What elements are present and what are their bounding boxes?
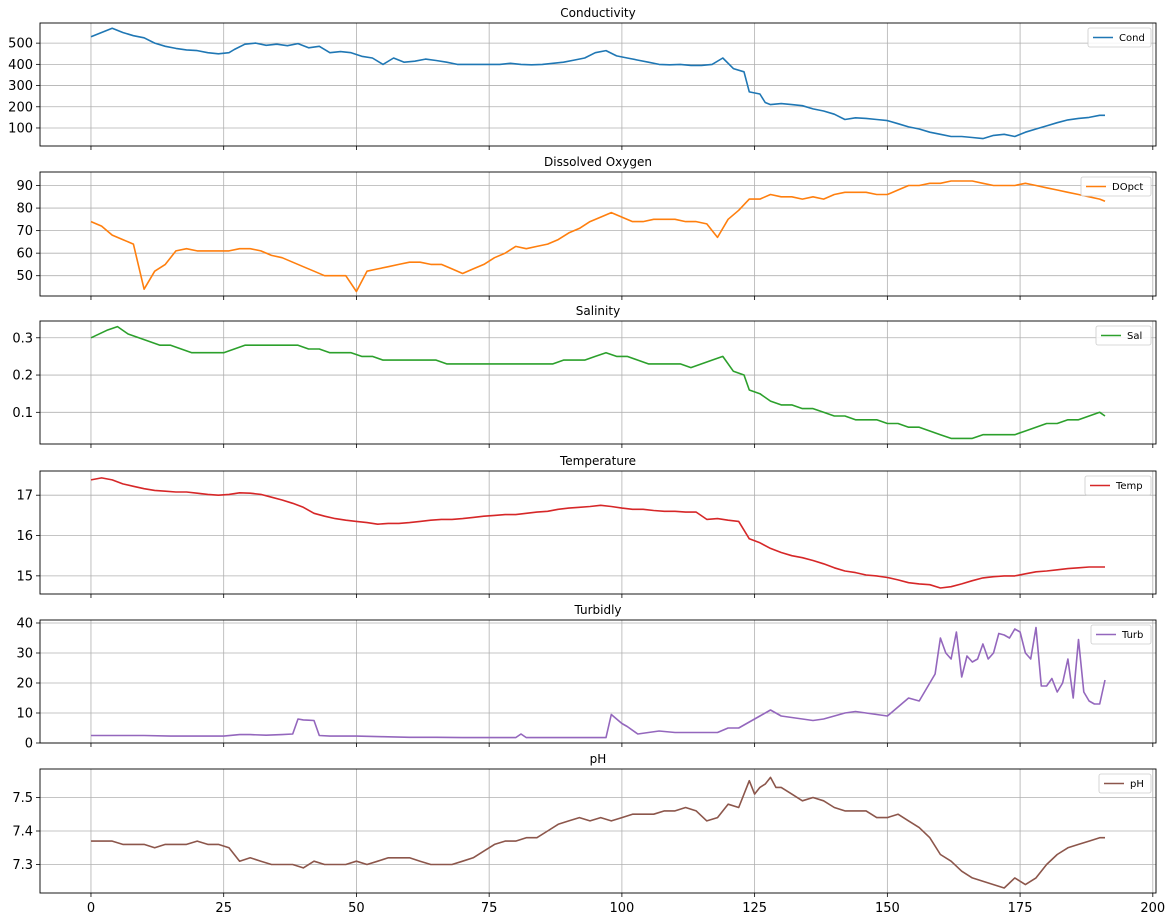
y-tick-label: 0.1 [12,406,33,421]
panel-dopct: Dissolved Oxygen 50 60 70 80 90 DOpct [16,155,1157,300]
legend-box [1098,773,1152,794]
legend-box [1095,325,1152,346]
panel-title: Conductivity [560,6,635,20]
legend-label: Cond [1119,33,1145,44]
y-tick-label: 90 [16,179,33,194]
y-tick-label: 100 [8,121,33,136]
y-tick-label: 7.4 [12,825,33,840]
axes-frame [39,619,1157,744]
legend: Temp [1084,475,1152,496]
series-line-sal [90,325,1106,440]
legend: pH [1098,773,1152,794]
x-tick-label: 150 [875,901,900,916]
panel-title: Turbidly [573,603,621,617]
series-line-turb [91,626,1106,739]
y-tick-label: 0.2 [12,369,33,384]
y-tick-label: 7.5 [12,791,33,806]
y-tick-label: 30 [16,647,33,662]
panel-temp: Temperature 15 16 17 Temp [16,454,1157,598]
legend: DOpct [1080,176,1152,197]
x-tick-label: 200 [1140,901,1165,916]
axes-frame [39,171,1157,297]
panel-sal: Salinity 0.1 0.2 0.3 Sal [12,304,1157,448]
y-tick-label: 80 [16,202,33,217]
x-tick-label: 75 [481,901,498,916]
y-tick-label: 200 [8,100,33,115]
y-tick-label: 10 [16,707,33,722]
legend-label: DOpct [1112,182,1143,193]
series-line-cond [90,27,1105,140]
x-tick-label: 175 [1008,901,1033,916]
y-tick-label: 20 [16,677,33,692]
panel-title: Temperature [559,454,636,468]
legend-box [1084,475,1152,496]
y-tick-label: 15 [16,569,33,584]
panel-title: pH [590,752,607,766]
legend-box [1080,176,1152,197]
axes-frame [39,768,1157,894]
panel-title: Dissolved Oxygen [544,155,652,169]
series-line-ph [91,776,1105,889]
legend-label: pH [1130,779,1144,790]
legend-label: Sal [1127,331,1142,342]
y-tick-label: 0 [25,737,33,752]
y-tick-label: 17 [16,489,33,504]
panel-title: Salinity [576,304,620,318]
y-tick-label: 40 [16,617,33,632]
axes-frame [39,320,1157,445]
legend-box [1090,624,1152,645]
y-tick-label: 60 [16,247,33,262]
y-tick-label: 400 [8,58,33,73]
y-tick-label: 16 [16,529,33,544]
x-tick-label: 25 [215,901,232,916]
legend-label: Turb [1121,630,1143,641]
y-tick-label: 50 [16,269,33,284]
x-tick-label: 50 [348,901,365,916]
panel-ph: pH 0 25 50 75 100 125 150 175 200 7.3 7.4 7.5 pH [12,752,1165,916]
y-tick-label: 300 [8,79,33,94]
panel-turb: Turbidly 0 10 20 30 40 Turb [16,603,1157,752]
axes-frame [39,470,1157,595]
panel-cond: Conductivity 100 200 300 400 500 Cond [8,6,1157,150]
legend: Cond [1087,27,1152,48]
legend: Sal [1095,325,1152,346]
y-tick-label: 70 [16,224,33,239]
legend: Turb [1090,624,1152,645]
y-tick-label: 500 [8,37,33,52]
series-line-temp [90,477,1105,589]
axes-frame [39,22,1157,147]
x-tick-label: 100 [609,901,634,916]
y-tick-label: 7.3 [12,858,33,873]
series-line-dopct [90,180,1106,293]
legend-box [1087,27,1152,48]
x-tick-label: 0 [87,901,95,916]
x-tick-label: 125 [742,901,767,916]
legend-label: Temp [1115,481,1143,492]
y-tick-label: 0.3 [12,331,33,346]
